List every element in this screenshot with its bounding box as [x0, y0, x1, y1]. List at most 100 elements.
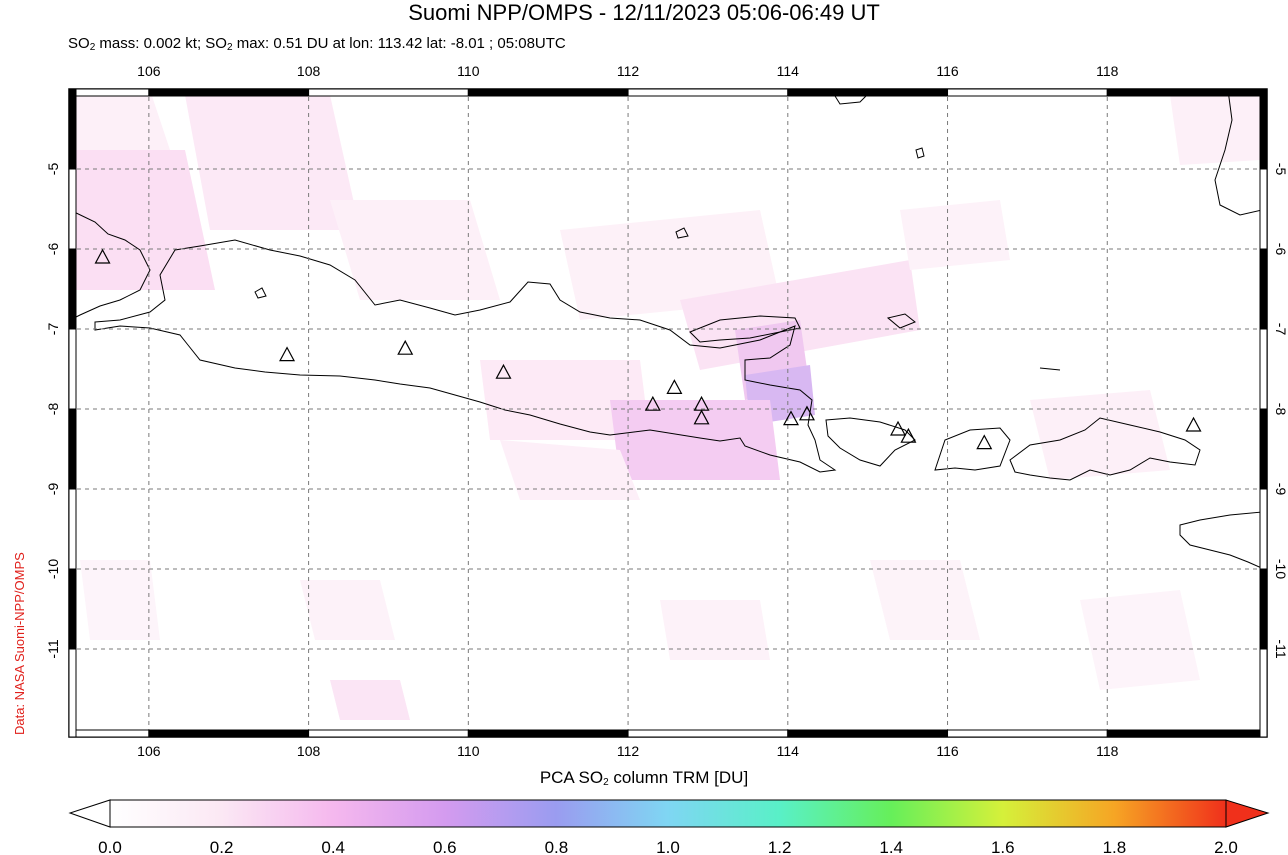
- volcano-triangle-icon: [397, 339, 414, 355]
- frame-band-top: [68, 88, 150, 97]
- coastline-bali: [825, 417, 916, 467]
- volcano-triangle-icon: [798, 405, 815, 421]
- so2-patch: [330, 200, 500, 300]
- frame-band-bottom: [1106, 729, 1268, 738]
- so2-patch: [300, 580, 395, 640]
- frame-band-left: [68, 248, 77, 330]
- frame-band-top: [1106, 88, 1268, 97]
- so2-patch: [900, 200, 1010, 270]
- colorbar-under-arrow: [68, 799, 111, 828]
- map-frame: [68, 88, 1268, 738]
- lat-label-right: -8: [1273, 403, 1288, 416]
- frame-band-top: [308, 88, 469, 97]
- coastline-sumatra: [69, 209, 151, 321]
- lat-label-left: -9: [45, 483, 61, 496]
- colorbar-ramp: [109, 799, 1227, 828]
- lon-label-bottom: 108: [297, 743, 321, 759]
- volcano-triangle-icon: [890, 420, 907, 436]
- volcano-triangle-icon: [1185, 416, 1202, 432]
- so2-patch: [80, 560, 160, 640]
- so2-patch: [1030, 390, 1170, 480]
- lon-label-top: 112: [617, 63, 640, 79]
- volcano-triangle-icon: [666, 379, 683, 394]
- colorbar-tick-label: 0.2: [210, 838, 234, 855]
- latitude-labels: -5 -5 -6 -6 -7 -7 -8 -8 -9 -9 -10 -10 -11 -11: [45, 163, 1288, 659]
- longitude-labels: 106 106 108 108 110 110 112 112 114 114 116 116 118 1…: [137, 63, 1118, 759]
- lon-label-top: 110: [457, 63, 480, 79]
- lon-label-top: 108: [297, 63, 321, 79]
- lon-label-top: 114: [777, 63, 800, 79]
- volcano-triangle-icon: [279, 346, 296, 362]
- frame-band-bottom: [308, 729, 469, 738]
- colorbar-title-suffix: column TRM [DU]: [608, 768, 749, 787]
- lat-label-right: -5: [1273, 163, 1288, 176]
- lat-label-right: -10: [1273, 559, 1288, 579]
- so2-patch: [610, 400, 780, 480]
- volcano-triangle-icon: [900, 427, 917, 443]
- coastline-sumba: [1179, 511, 1267, 571]
- so2-patch: [660, 600, 770, 660]
- coastline-java: [94, 239, 837, 473]
- lat-label-left: -6: [45, 243, 61, 256]
- lat-label-right: -11: [1273, 639, 1288, 658]
- coastline-lombok: [934, 427, 1011, 471]
- so2-patch: [500, 440, 640, 500]
- colorbar-tick-label: 0.0: [98, 838, 122, 855]
- frame-band-bottom: [68, 729, 150, 738]
- colorbar-tick-label: 1.4: [879, 838, 903, 855]
- colorbar-tick-label: 0.8: [545, 838, 569, 855]
- frame-band-left: [68, 408, 77, 490]
- lon-label-bottom: 106: [137, 743, 161, 759]
- coastline-madura: [689, 315, 801, 343]
- frame-band-left: [68, 488, 77, 570]
- map-title: Suomi NPP/OMPS - 12/11/2023 05:06-06:49 …: [408, 0, 880, 25]
- frame-band-left: [68, 568, 77, 650]
- colorbar: 0.0 0.2 0.4 0.6 0.8 1.0 1.2 1.4 1.6 1.8 2.0: [68, 799, 1270, 855]
- volcano-triangle-icon: [94, 248, 111, 264]
- coastline-sumbawa: [1009, 417, 1201, 481]
- so2-patch: [185, 95, 360, 230]
- so2-subscript: 2: [89, 42, 96, 53]
- so2-patch: [870, 560, 980, 640]
- frame-band-right: [1259, 648, 1268, 738]
- so2-subscript-2: 2: [226, 42, 233, 53]
- so2-patch: [70, 150, 215, 290]
- so2-max-text: max: 0.51 DU at lon: 113.42 lat: -8.01 ;…: [232, 35, 566, 52]
- coastline-islet: [254, 287, 267, 299]
- frame-band-left: [68, 328, 77, 410]
- colorbar-title-prefix: PCA SO: [539, 768, 604, 787]
- colorbar-tick-label: 1.0: [656, 838, 680, 855]
- colorbar-tick-label: 1.2: [768, 838, 792, 855]
- volcano-triangle-icon: [782, 410, 799, 426]
- lon-label-bottom: 118: [1096, 743, 1119, 759]
- volcano-triangle-icon: [495, 363, 512, 379]
- so2-mass-text: mass: 0.002 kt; SO: [95, 35, 227, 52]
- frame-band-top: [947, 88, 1108, 97]
- frame-band-left: [68, 88, 77, 170]
- lat-label-left: -11: [45, 639, 61, 658]
- lat-label-right: -9: [1273, 483, 1288, 496]
- so2-patch: [480, 360, 650, 440]
- lon-label-bottom: 116: [936, 743, 959, 759]
- colorbar-ticks: 0.0 0.2 0.4 0.6 0.8 1.0 1.2 1.4 1.6 1.8 2.0: [98, 838, 1238, 855]
- frame-band-right: [1259, 328, 1268, 410]
- frame-band-left: [68, 168, 77, 250]
- colorbar-tick-label: 0.6: [433, 838, 457, 855]
- lat-label-left: -7: [45, 323, 61, 336]
- so2-patch: [1170, 90, 1260, 165]
- colorbar-tick-label: 2.0: [1214, 838, 1238, 855]
- frame-band-right: [1259, 168, 1268, 250]
- frame-band-right: [1259, 488, 1268, 570]
- coastline-kangean: [886, 313, 916, 329]
- frame-band-bottom: [148, 729, 310, 738]
- frame-band-right: [1259, 248, 1268, 330]
- coastline-islet: [915, 147, 925, 159]
- lon-label-bottom: 112: [617, 743, 640, 759]
- so2-patch: [1080, 590, 1200, 690]
- volcano-triangle-icon: [644, 395, 661, 411]
- lon-label-bottom: 110: [457, 743, 480, 759]
- frame-band-bottom: [787, 729, 949, 738]
- frame-band-top: [787, 88, 949, 97]
- graticule: [69, 89, 1267, 737]
